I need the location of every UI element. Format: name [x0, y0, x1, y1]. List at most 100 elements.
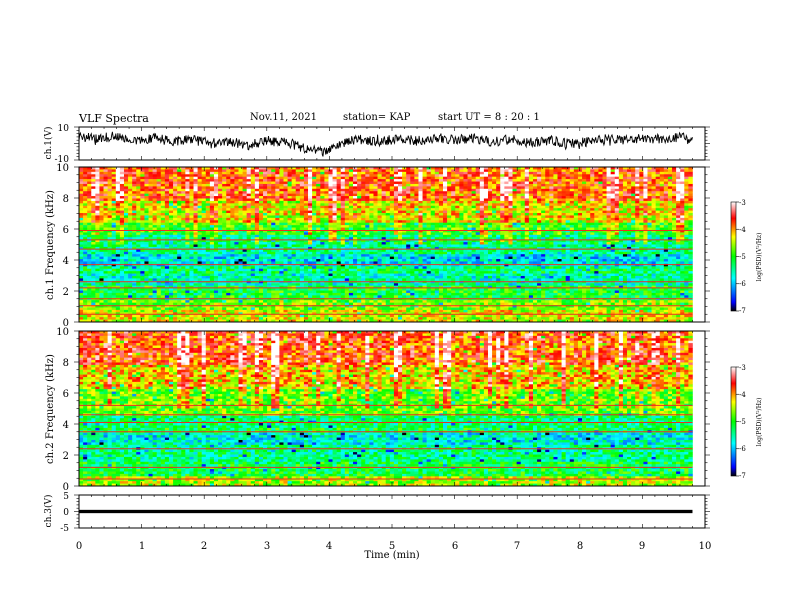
ch1-spectrogram-cell — [152, 227, 158, 231]
ch1-spectrogram-cell — [213, 213, 219, 216]
ch1-spectrogram-cell — [193, 300, 198, 303]
ch1-spectrogram-cell — [336, 239, 342, 243]
ch1-spectrogram-cell — [218, 275, 223, 279]
ch1-spectrogram-cell — [209, 239, 215, 243]
ch1-spectrogram-cell — [320, 203, 325, 207]
ch1-spectrogram-cell — [168, 215, 174, 219]
ch1-spectrogram-cell — [316, 268, 321, 272]
ch1-spectrogram-cell — [168, 300, 174, 303]
ch1-spectrogram-cell — [160, 271, 166, 274]
ch1-spectrogram-cell — [258, 290, 264, 294]
ch1-spectrogram-cell — [283, 263, 288, 267]
ch1-spectrogram-cell — [258, 251, 264, 255]
ch1-spectrogram-cell — [230, 314, 235, 318]
ch1-spectrogram-cell — [152, 268, 158, 272]
ch1-spectrogram-cell — [189, 227, 194, 231]
ch1-spectrogram-cell — [173, 181, 178, 185]
ch1-spectrogram-cell — [185, 171, 190, 175]
ch1-spectrogram-cell — [377, 283, 382, 286]
ch1-spectrogram-cell — [369, 203, 374, 207]
ch1-spectrogram-cell — [103, 213, 108, 216]
ch1-spectrogram-cell — [234, 181, 239, 185]
ch1-spectrogram-cell — [107, 220, 113, 223]
ch1-spectrogram-cell — [91, 288, 96, 291]
ch1-spectrogram-cell — [312, 222, 317, 226]
ch1-spectrogram-cell — [218, 256, 223, 260]
ch1-spectrogram-cell — [197, 302, 202, 306]
ch1-spectrogram-cell — [111, 198, 117, 202]
ch1-spectrogram-cell — [316, 217, 321, 221]
ch1-spectrogram-cell — [312, 234, 317, 238]
ch1-spectrogram-cell — [328, 256, 333, 260]
ch1-spectrogram-cell — [111, 227, 117, 231]
ch1-spectrogram-cell — [336, 176, 342, 180]
ch1-spectrogram-cell — [173, 188, 178, 192]
ch1-spectrogram-cell — [295, 171, 301, 175]
ch1-spectrogram-cell — [177, 179, 182, 182]
ch1-spectrogram-cell — [258, 309, 264, 313]
ch1-spectrogram-cell — [365, 217, 370, 221]
ch1-spectrogram-cell — [271, 234, 276, 238]
ch1-spectrogram-cell — [275, 186, 280, 190]
ch1-spectrogram-cell — [242, 234, 247, 238]
ch1-spectrogram-cell — [279, 283, 284, 286]
ch1-spectrogram-cell — [103, 251, 108, 255]
ch1-spectrogram-cell — [83, 312, 88, 316]
ch1-spectrogram-cell — [173, 256, 178, 260]
ch1-spectrogram-cell — [336, 268, 342, 272]
ch1-spectrogram-cell — [279, 200, 284, 204]
ch1-spectrogram-cell — [209, 210, 215, 214]
ch1-spectrogram-cell — [361, 290, 366, 294]
ch1-spectrogram-cell — [348, 222, 354, 226]
ch1-spectrogram-cell — [312, 314, 317, 318]
ch1-spectrogram-cell — [369, 188, 374, 192]
ch1-spectrogram-cell — [295, 249, 301, 253]
ch1-spectrogram-cell — [377, 309, 382, 313]
ch1-spectrogram-cell — [332, 254, 337, 257]
ch1-spectrogram-cell — [271, 196, 276, 199]
ch1-spectrogram-cell — [119, 222, 125, 226]
ch1-spectrogram-cell — [103, 167, 108, 170]
ch1-spectrogram-cell — [91, 171, 96, 175]
ch1-spectrogram-cell — [336, 246, 342, 250]
ch1-spectrogram-cell — [328, 183, 333, 187]
ch1-spectrogram-cell — [365, 167, 370, 170]
ch1-spectrogram-cell — [222, 193, 227, 197]
ch1-spectrogram-cell — [324, 305, 329, 308]
ch1-spectrogram-cell — [312, 273, 317, 277]
ch1-spectrogram-cell — [213, 273, 219, 277]
ch1-spectrogram-cell — [340, 174, 346, 177]
ch1-spectrogram-cell — [197, 295, 202, 299]
ch1-spectrogram-cell — [148, 251, 153, 255]
ch1-spectrogram-cell — [201, 196, 207, 199]
ch1-spectrogram-cell — [234, 259, 239, 262]
ch1-spectrogram-cell — [299, 271, 305, 274]
ch1-spectrogram-cell — [303, 263, 309, 267]
ch1-spectrogram-cell — [242, 246, 247, 250]
ch1-spectrogram-cell — [365, 225, 370, 228]
ch1-spectrogram-cell — [299, 266, 305, 270]
ch1-spectrogram-cell — [119, 288, 125, 291]
ch1-spectrogram-cell — [271, 205, 276, 209]
ch1-spectrogram-cell — [123, 259, 129, 262]
ch1-spectrogram-cell — [123, 256, 129, 260]
ch1-spectrogram-cell — [79, 193, 84, 197]
ch1-spectrogram-cell — [291, 273, 297, 277]
ch1-spectrogram-cell — [177, 309, 182, 313]
ch1-spectrogram-cell — [242, 275, 247, 279]
ch1-spectrogram-cell — [226, 314, 231, 318]
ch1-spectrogram-cell — [193, 239, 198, 243]
ch1-spectrogram-cell — [385, 213, 391, 216]
ch1-spectrogram-cell — [267, 198, 272, 202]
ch1-spectrogram-cell — [156, 283, 162, 286]
ch1-spectrogram-cell — [324, 275, 329, 279]
ch1-spectrogram-cell — [95, 251, 100, 255]
ch1-spectrogram-cell — [324, 239, 329, 243]
ch1-spectrogram-cell — [336, 263, 342, 267]
ch1-spectrogram-cell — [238, 254, 243, 257]
ch1-spectrogram-cell — [267, 167, 272, 170]
ch1-spectrogram-cell — [132, 208, 137, 211]
ch1-spectrogram-cell — [361, 263, 366, 267]
ch1-spectrogram-cell — [103, 205, 108, 209]
ch1-spectrogram-cell — [209, 314, 215, 318]
